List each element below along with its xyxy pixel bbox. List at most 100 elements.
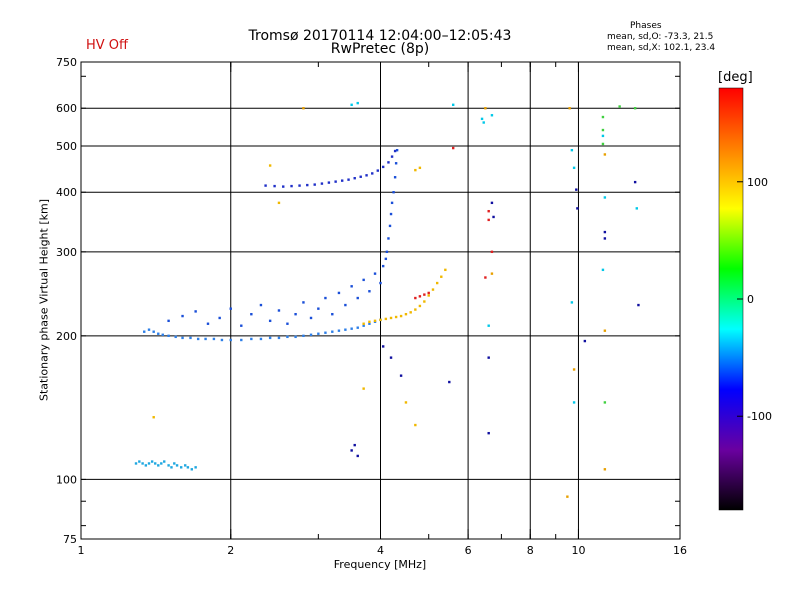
echo-point [418,166,422,170]
echo-point [431,288,435,291]
echo-point [568,107,571,110]
echo-point [320,182,324,185]
echo-point [350,103,353,107]
echo-point [365,174,368,177]
echo-point [440,275,443,278]
x-tick-label: 8 [527,544,534,557]
echo-point [435,281,439,285]
echo-point [167,464,170,467]
echo-point [347,178,350,181]
echo-point [576,207,579,210]
echo-point [268,336,272,340]
echo-point [603,237,607,240]
echo-point [490,201,494,205]
echo-point [635,207,638,210]
echo-point [389,316,393,320]
y-tick-label: 300 [56,246,77,259]
echo-point [603,468,607,471]
y-tick-label: 75 [63,533,77,546]
echo-point [174,335,177,339]
echo-point [286,322,289,325]
colorbar-unit-label: [deg] [718,70,753,85]
echo-point [390,155,394,158]
echo-point [147,462,151,465]
echo-point [414,423,417,427]
echo-point [250,337,253,341]
echo-point [633,107,637,110]
echo-point [414,168,417,172]
echo-point [427,291,430,295]
echo-point [286,335,289,339]
echo-point [603,401,607,404]
echo-point [480,117,484,121]
echo-point [484,107,487,110]
phases-x-stats: mean, sd,X: 102.1, 23.4 [607,43,716,53]
echo-point [373,272,377,275]
echo-point [393,176,397,179]
echo-point [487,218,490,222]
echo-point [387,161,390,164]
echo-point [268,164,272,167]
echo-point [356,454,359,458]
echo-point [337,329,341,332]
echo-point [359,175,362,178]
echo-point [572,368,576,371]
echo-point [444,268,447,272]
echo-point [186,466,190,469]
echo-point [259,303,263,307]
echo-point [482,121,485,124]
echo-point [451,146,455,150]
echo-point [206,322,210,325]
echo-point [157,332,160,335]
echo-point [324,296,327,300]
echo-point [350,449,353,452]
echo-point [566,495,569,498]
echo-point [356,101,359,105]
echo-point [277,309,281,312]
echo-point [309,316,313,320]
echo-point [404,401,408,404]
echo-point [298,184,301,187]
y-tick-label: 200 [56,330,77,343]
echo-point [179,466,183,469]
echo-point [143,330,146,333]
echo-point [294,312,297,316]
echo-point [250,312,253,316]
echo-point [324,331,327,334]
y-tick-label: 600 [56,102,77,115]
echo-point [601,268,605,272]
grid-lines [81,62,680,539]
echo-point [570,301,574,304]
echo-point [362,278,365,282]
echo-point [385,250,389,254]
echo-point [302,334,305,338]
echo-point [487,324,490,327]
echo-points [134,101,640,498]
echo-point [350,285,353,288]
echo-point [290,184,293,188]
echo-point [601,142,605,146]
echo-point [350,327,353,330]
echo-point [603,153,607,156]
echo-point [302,107,305,110]
echo-point [277,201,281,205]
echo-point [392,191,395,194]
echo-point [240,338,243,342]
echo-point [451,103,455,107]
echo-point [418,304,422,308]
echo-point [379,281,382,285]
echo-point [381,345,385,348]
echo-point [268,319,272,323]
echo-point [570,148,574,152]
echo-point [282,185,285,188]
echo-point [393,149,397,153]
echo-point [181,336,184,340]
echo-point [313,183,316,186]
phases-o-stats: mean, sd,O: -73.3, 21.5 [607,32,714,42]
echo-point [601,128,605,132]
x-tick-label: 6 [465,544,472,557]
echo-point [603,329,607,332]
echo-point [427,294,430,297]
y-tick-label: 500 [56,140,77,153]
